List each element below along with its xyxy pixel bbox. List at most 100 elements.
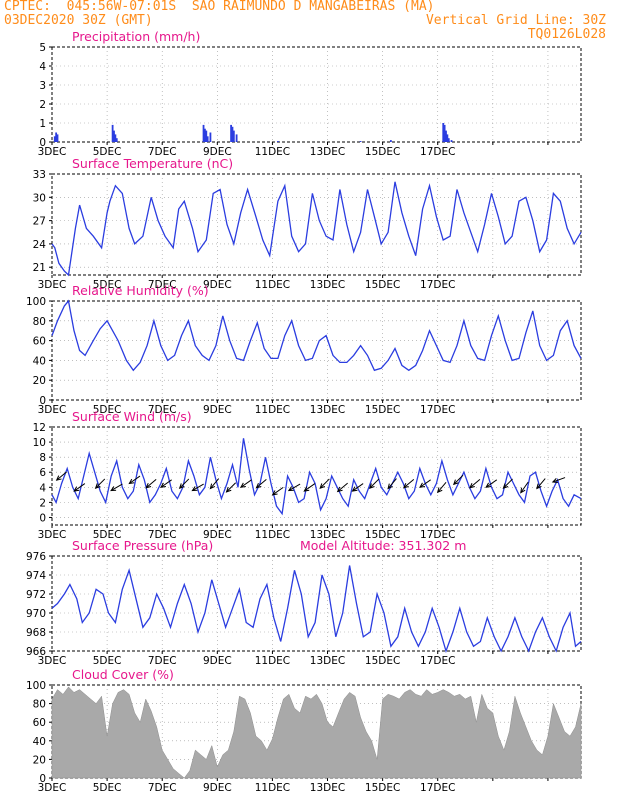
ytick-label: 60 bbox=[33, 717, 46, 729]
wind-arrow-head bbox=[209, 483, 216, 490]
wind-arrow bbox=[95, 478, 106, 489]
precip-bar bbox=[446, 134, 449, 142]
wind-arrow-head bbox=[336, 486, 343, 493]
precip-bar bbox=[56, 134, 59, 142]
xtick-label: 7DEC bbox=[148, 655, 177, 667]
xtick-label: 13DEC bbox=[310, 655, 345, 667]
wind-arrow bbox=[56, 471, 67, 481]
xtick-label: 13DEC bbox=[310, 782, 345, 794]
ytick-label: 4 bbox=[39, 482, 46, 494]
ytick-label: 20 bbox=[33, 754, 46, 766]
cloud-area bbox=[51, 686, 582, 779]
wind-arrow bbox=[337, 482, 348, 492]
ytick-label: 0 bbox=[39, 512, 46, 524]
xtick-label: 17DEC bbox=[420, 529, 455, 541]
xtick-label: 11DEC bbox=[255, 279, 290, 291]
wind-arrow-head bbox=[419, 482, 426, 488]
wind-arrow bbox=[319, 478, 330, 489]
wind-arrow bbox=[226, 482, 237, 493]
ytick-label: 4 bbox=[39, 61, 46, 73]
precip-bar bbox=[231, 126, 234, 142]
ytick-label: 40 bbox=[33, 355, 46, 367]
precip-bar bbox=[445, 130, 447, 142]
xtick-label: 5DEC bbox=[93, 279, 122, 291]
precip-bar bbox=[204, 128, 206, 142]
xtick-label: 13DEC bbox=[310, 146, 345, 158]
xtick-label: 15DEC bbox=[365, 404, 400, 416]
xtick-label: 13DEC bbox=[310, 529, 345, 541]
wind-arrow-head bbox=[387, 483, 393, 490]
xtick-label: 3DEC bbox=[38, 529, 67, 541]
series-line bbox=[51, 565, 582, 654]
panel-frame bbox=[51, 173, 582, 276]
xtick-label: 7DEC bbox=[148, 279, 177, 291]
ytick-label: 0 bbox=[39, 773, 46, 785]
xtick-label: 3DEC bbox=[38, 655, 67, 667]
header-location: CPTEC: 045:56W-07:01S SAO RAIMUNDO D MAN… bbox=[4, 0, 435, 14]
xtick-label: 15DEC bbox=[365, 279, 400, 291]
wind-arrow-head bbox=[351, 486, 358, 492]
ytick-label: 20 bbox=[33, 375, 46, 387]
wind-arrow-head bbox=[55, 475, 62, 481]
wind-arrow-head bbox=[145, 482, 152, 489]
xtick-label: 7DEC bbox=[148, 529, 177, 541]
xtick-label: 7DEC bbox=[148, 404, 177, 416]
series-line bbox=[51, 299, 582, 372]
panel-title: Precipitation (mm/h) bbox=[72, 29, 200, 44]
wind-arrow bbox=[387, 478, 397, 489]
wind-arrow bbox=[179, 478, 190, 489]
header-grid-line: Vertical Grid Line: 30Z bbox=[425, 13, 606, 28]
ytick-label: 5 bbox=[39, 42, 46, 54]
wind-arrow bbox=[209, 478, 220, 489]
wind-arrow bbox=[240, 479, 252, 488]
precip-bar bbox=[115, 138, 118, 142]
panel-title: Relative Humidity (%) bbox=[72, 283, 209, 298]
xtick-label: 3DEC bbox=[38, 279, 67, 291]
panel-frame bbox=[51, 46, 582, 143]
ytick-label: 30 bbox=[33, 192, 46, 204]
xtick-label: 3DEC bbox=[38, 404, 67, 416]
precip-bar bbox=[113, 130, 115, 142]
wind-arrow bbox=[272, 486, 284, 496]
panel-title: Surface Temperature (nC) bbox=[72, 156, 233, 171]
wind-arrow-head bbox=[128, 478, 135, 485]
wind-arrow-head bbox=[536, 483, 542, 490]
precip-bar bbox=[55, 132, 58, 142]
xtick-label: 11DEC bbox=[255, 529, 290, 541]
ytick-label: 100 bbox=[26, 680, 46, 692]
wind-arrow bbox=[129, 475, 141, 484]
series-line bbox=[51, 181, 582, 277]
wind-arrow-head bbox=[239, 482, 246, 488]
wind-arrow bbox=[110, 483, 123, 491]
xtick-label: 5DEC bbox=[93, 404, 122, 416]
ytick-label: 6 bbox=[39, 467, 46, 479]
ytick-label: 21 bbox=[33, 262, 46, 274]
series-line bbox=[51, 438, 582, 516]
xtick-label: 7DEC bbox=[148, 782, 177, 794]
ytick-label: 968 bbox=[26, 627, 46, 639]
xtick-label: 17DEC bbox=[420, 279, 455, 291]
panel-frame bbox=[51, 300, 582, 401]
wind-arrow-head bbox=[271, 490, 278, 496]
precip-bar bbox=[443, 124, 446, 142]
wind-arrow-head bbox=[225, 487, 232, 493]
wind-arrow bbox=[552, 477, 566, 483]
ytick-label: 2 bbox=[39, 497, 46, 509]
xtick-label: 11DEC bbox=[255, 404, 290, 416]
xtick-label: 17DEC bbox=[420, 655, 455, 667]
ytick-label: 10 bbox=[33, 437, 46, 449]
xtick-label: 5DEC bbox=[93, 529, 122, 541]
wind-arrow bbox=[192, 483, 204, 491]
xtick-label: 11DEC bbox=[255, 146, 290, 158]
wind-arrow-head bbox=[303, 486, 310, 492]
wind-arrow bbox=[288, 483, 301, 491]
wind-arrow-head bbox=[191, 486, 198, 492]
wind-arrow bbox=[256, 478, 267, 489]
wind-arrow-head bbox=[485, 482, 492, 488]
wind-arrow bbox=[503, 478, 513, 489]
header-model-code: TQ0126L028 bbox=[527, 27, 606, 42]
panel-title: Cloud Cover (%) bbox=[72, 667, 174, 682]
ytick-label: 2 bbox=[39, 99, 46, 111]
wind-arrow-head bbox=[287, 486, 294, 492]
